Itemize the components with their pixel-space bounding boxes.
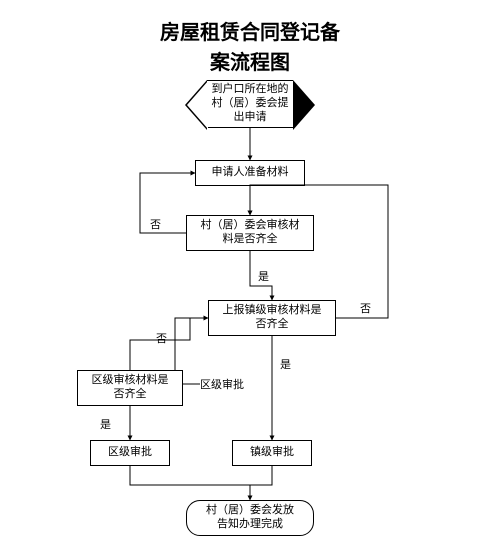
- page-title-line1: 房屋租赁合同登记备: [0, 16, 500, 45]
- node-finish-text: 村（居）委会发放告知办理完成: [206, 504, 294, 532]
- node-district-approve-text: 区级审批: [108, 446, 152, 460]
- node-town-approve: 镇级审批: [232, 440, 312, 466]
- node-finish: 村（居）委会发放告知办理完成: [186, 500, 314, 536]
- hex-cap-right: [293, 81, 314, 129]
- node-district-check-text: 区级审核材料是否齐全: [92, 374, 169, 402]
- node-village-check: 村（居）委会审核材料是否齐全: [186, 215, 314, 251]
- node-prepare-text: 申请人准备材料: [212, 166, 289, 180]
- edge-label-vc-yes: 是: [258, 272, 269, 283]
- node-town-check: 上报镇级审核材料是否齐全: [208, 300, 336, 336]
- edge-label-dc-no: 否: [156, 334, 167, 345]
- node-district-check: 区级审核材料是否齐全: [77, 370, 183, 406]
- node-village-check-text: 村（居）委会审核材料是否齐全: [201, 219, 300, 247]
- node-start: 到户口所在地的村（居）委会提出申请: [207, 80, 293, 128]
- page-title-line2: 案流程图: [0, 46, 500, 75]
- node-town-approve-text: 镇级审批: [250, 446, 294, 460]
- hex-cap-left: [187, 81, 208, 129]
- edge-label-tc-yes: 是: [280, 360, 291, 371]
- node-town-check-text: 上报镇级审核材料是否齐全: [223, 304, 322, 332]
- edge-label-dc-yes: 是: [100, 420, 111, 431]
- label-district-approve-inline: 区级审批: [200, 380, 244, 391]
- edge-label-tc-no: 否: [360, 304, 371, 315]
- edge-label-vc-no: 否: [150, 220, 161, 231]
- node-start-text: 到户口所在地的村（居）委会提出申请: [212, 83, 289, 124]
- node-district-approve: 区级审批: [90, 440, 170, 466]
- node-prepare: 申请人准备材料: [195, 160, 305, 186]
